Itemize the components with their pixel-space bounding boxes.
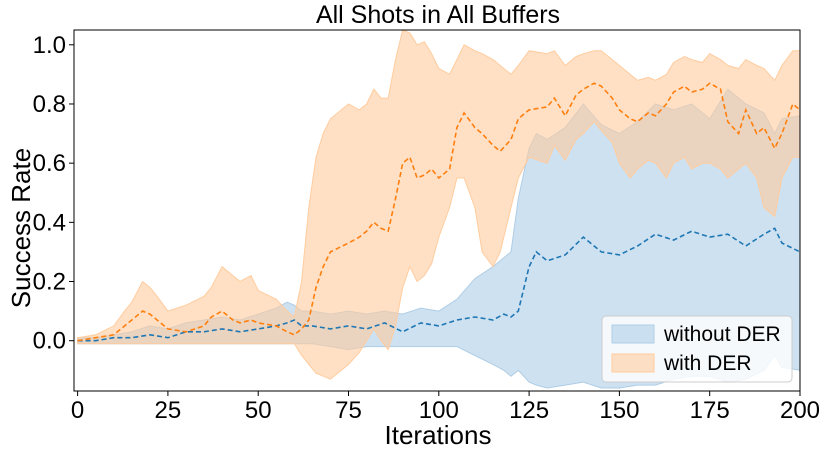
x-axis-label: Iterations bbox=[385, 420, 492, 450]
y-tick-label: 0.8 bbox=[33, 91, 66, 118]
x-axis-ticks: 0 25 50 75 100 125 150 175 200 bbox=[71, 391, 820, 424]
x-tick-label: 200 bbox=[780, 397, 820, 424]
y-axis-label: Success Rate bbox=[6, 148, 36, 308]
confidence-bands bbox=[77, 30, 800, 389]
y-tick-label: 0.2 bbox=[33, 269, 66, 296]
legend-swatch-without-der bbox=[611, 324, 655, 344]
legend-label-with-der: with DER bbox=[663, 352, 752, 375]
legend: without DER with DER bbox=[601, 315, 793, 383]
x-tick-label: 75 bbox=[335, 397, 362, 424]
y-axis-ticks: 0.0 0.2 0.4 0.6 0.8 1.0 bbox=[33, 32, 74, 355]
x-tick-label: 150 bbox=[599, 397, 639, 424]
x-tick-label: 125 bbox=[509, 397, 549, 424]
x-tick-label: 0 bbox=[71, 397, 84, 424]
y-tick-label: 1.0 bbox=[33, 32, 66, 59]
plot-frame bbox=[73, 29, 801, 392]
line-without-der bbox=[77, 227, 800, 342]
mean-lines bbox=[77, 82, 800, 342]
y-tick-label: 0.6 bbox=[33, 150, 66, 177]
chart-title: All Shots in All Buffers bbox=[316, 1, 560, 29]
x-tick-label: 25 bbox=[155, 397, 182, 424]
band-with-der bbox=[77, 30, 800, 380]
x-tick-label: 175 bbox=[690, 397, 730, 424]
x-tick-label: 100 bbox=[419, 397, 459, 424]
legend-label-without-der: without DER bbox=[663, 323, 781, 346]
x-tick-label: 50 bbox=[245, 397, 272, 424]
y-tick-label: 0.4 bbox=[33, 209, 66, 236]
line-with-der bbox=[77, 82, 800, 342]
y-tick-label: 0.0 bbox=[33, 328, 66, 355]
legend-swatch-with-der bbox=[611, 353, 655, 373]
